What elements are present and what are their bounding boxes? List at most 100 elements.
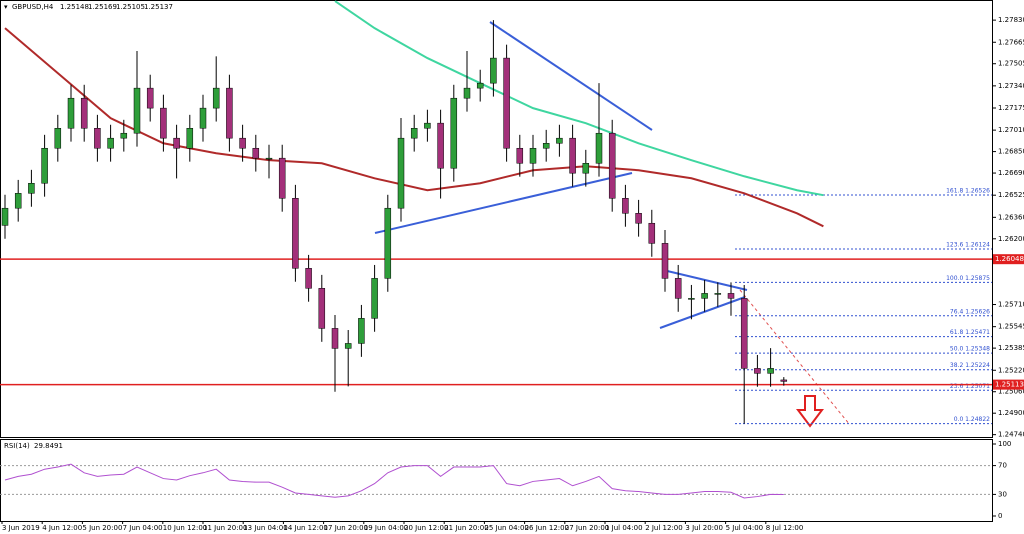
x-tick-label: 2 Jul 12:00 [645, 524, 683, 532]
candle-body [490, 57, 497, 84]
x-tick-label: 20 Jun 12:00 [404, 524, 448, 532]
y-tick-label: 1.27175 [998, 104, 1024, 112]
x-tick-label: 7 Jun 04:00 [123, 524, 163, 532]
moving-average [334, 0, 824, 197]
x-tick-label: 3 Jul 20:00 [685, 524, 723, 532]
candle-body [688, 298, 695, 300]
ohlc-high: 1.25169 [88, 3, 117, 11]
candle-body [80, 97, 88, 129]
fib-label: 23.6 1.25071 [950, 383, 990, 390]
down-arrow [796, 395, 824, 428]
x-tick-label: 13 Jun 04:00 [243, 524, 287, 532]
y-tick-label: 0 [998, 512, 1002, 520]
candle-body [226, 87, 233, 139]
rsi-value: 29.8491 [34, 442, 63, 450]
y-tick-label: 1.24740 [998, 431, 1024, 439]
candle-body [107, 137, 114, 149]
x-tick-label: 1 Jul 04:00 [605, 524, 643, 532]
y-tick-label: 1.26200 [998, 235, 1024, 243]
x-tick-label: 10 Jun 12:00 [163, 524, 207, 532]
candle-body [1, 207, 9, 226]
x-tick-label: 5 Jun 20:00 [82, 524, 122, 532]
price-label-box [993, 254, 1024, 265]
y-tick-label: 1.25710 [998, 301, 1024, 309]
candle-body [239, 137, 246, 149]
y-tick-label: 1.26360 [998, 213, 1024, 221]
candle-body [608, 132, 616, 199]
candle-body [278, 157, 286, 199]
y-tick-label: 1.27340 [998, 82, 1024, 90]
x-tick-label: 3 Jun 2019 [2, 524, 40, 532]
candle-body [701, 293, 708, 299]
candle-body [397, 137, 405, 209]
candle-body [54, 128, 62, 149]
candle-body [94, 128, 101, 149]
candle-body [133, 87, 141, 134]
y-tick-label: 1.26690 [998, 169, 1024, 177]
x-tick-label: 14 Jun 12:00 [283, 524, 327, 532]
y-tick-label: 1.27665 [998, 38, 1024, 46]
fib-label: 38.2 1.25224 [950, 362, 990, 369]
candle-body [622, 198, 629, 214]
y-tick-label: 1.27010 [998, 126, 1024, 134]
y-tick-label: 100 [998, 440, 1011, 448]
candle-body [14, 193, 22, 209]
y-tick-label: 1.25220 [998, 366, 1024, 374]
candle-body [437, 122, 444, 169]
price-label: 1.25113 [995, 381, 1024, 389]
fib-label: 0.0 1.24822 [954, 416, 990, 423]
candle-body [371, 278, 378, 319]
x-tick-label: 11 Jun 20:00 [203, 524, 247, 532]
ohlc-low: 1.25105 [116, 3, 145, 11]
candle-body [292, 198, 299, 269]
rsi-pane [0, 439, 993, 522]
candle-body [503, 57, 510, 149]
candle-body [463, 87, 471, 99]
fib-label: 161.8 1.26526 [946, 188, 990, 195]
fib-label: 76.4 1.25626 [950, 308, 990, 315]
candle-body [186, 128, 194, 149]
candle-body [67, 97, 75, 129]
y-tick-label: 30 [998, 490, 1007, 498]
y-tick-label: 1.24900 [998, 409, 1024, 417]
drawings [374, 21, 851, 428]
candle-body [754, 368, 761, 374]
y-tick-label: 1.25545 [998, 323, 1024, 331]
x-tick-label: 17 Jun 20:00 [324, 524, 368, 532]
candle-body [173, 137, 180, 149]
x-tick-label: 27 Jun 20:00 [565, 524, 609, 532]
moving-average [4, 27, 824, 228]
candle-body [331, 328, 339, 349]
candle-body [476, 82, 484, 89]
candle-body [199, 107, 207, 129]
y-tick-label: 1.27830 [998, 16, 1024, 24]
fib-label: 123.6 1.26124 [946, 241, 990, 248]
projection-line [739, 289, 851, 426]
ohlc-close: 1.25137 [144, 3, 173, 11]
fib-label: 50.0 1.25348 [950, 346, 990, 353]
candle-body [358, 318, 365, 344]
candle-body [305, 268, 312, 289]
x-tick-label: 8 Jul 12:00 [766, 524, 804, 532]
candle-body [635, 213, 642, 224]
rsi-title: RSI(14) [4, 442, 30, 450]
candle-body [410, 128, 418, 139]
price-label: 1.26048 [995, 255, 1024, 263]
x-tick-label: 26 Jun 12:00 [525, 524, 569, 532]
y-tick-label: 1.25060 [998, 388, 1024, 396]
candle-body [424, 122, 431, 129]
x-tick-label: 25 Jun 04:00 [484, 524, 528, 532]
fib-label: 61.8 1.25471 [950, 329, 990, 336]
header-arrow: ▾ [4, 3, 8, 11]
candle-body [146, 87, 154, 109]
header: ▾ GBPUSD,H4 1.25148 1.25169 1.25105 1.25… [4, 3, 173, 11]
candle-body [344, 343, 352, 349]
candle-body [160, 107, 167, 139]
candle-body [265, 157, 273, 160]
price-label-box [993, 379, 1024, 390]
x-tick-label: 19 Jun 04:00 [364, 524, 408, 532]
candle-body [740, 298, 748, 369]
rsi-line [4, 463, 784, 499]
candle-body [727, 293, 735, 299]
candle-body [516, 147, 524, 164]
